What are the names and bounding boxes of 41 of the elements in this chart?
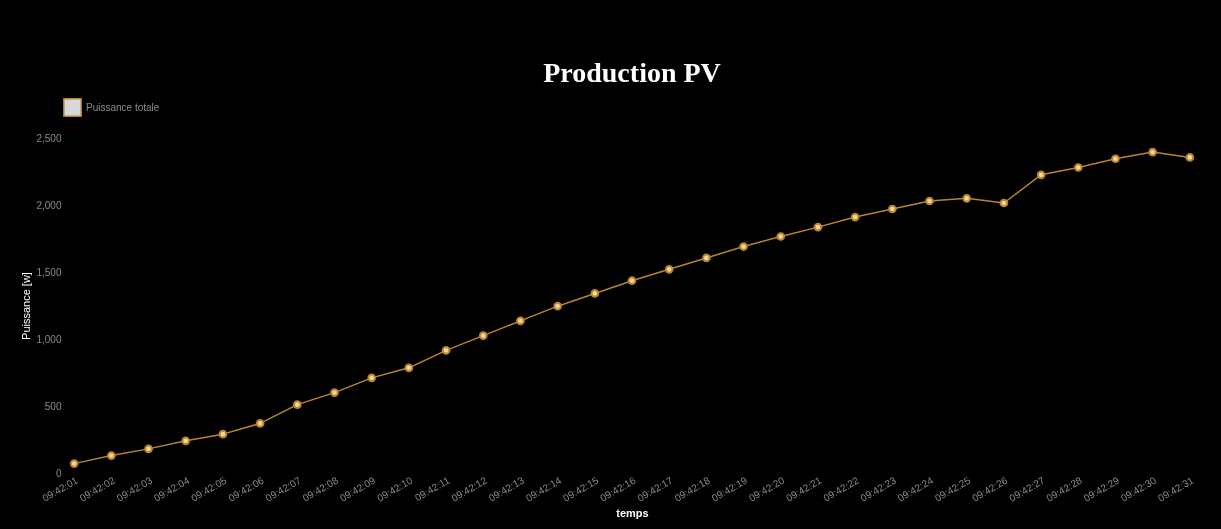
point bbox=[218, 429, 228, 439]
point bbox=[106, 451, 116, 460]
y-tick-label: 2,500 bbox=[36, 132, 62, 144]
point bbox=[1185, 153, 1195, 162]
y-tick-label: 2,000 bbox=[36, 199, 62, 211]
point bbox=[999, 198, 1009, 208]
point bbox=[850, 212, 860, 222]
point bbox=[813, 222, 823, 232]
point bbox=[925, 196, 934, 206]
y-tick-label: 1,500 bbox=[36, 266, 62, 278]
point bbox=[590, 289, 600, 298]
point bbox=[69, 459, 79, 468]
point bbox=[1148, 147, 1158, 157]
point bbox=[367, 373, 377, 383]
point bbox=[664, 264, 674, 274]
point bbox=[1073, 163, 1083, 172]
point bbox=[962, 193, 972, 203]
chart-title: Production PV bbox=[543, 57, 721, 88]
y-tick-label: 0 bbox=[55, 467, 62, 479]
point bbox=[887, 204, 897, 214]
point bbox=[330, 388, 339, 397]
point bbox=[181, 436, 191, 446]
point bbox=[553, 301, 562, 311]
x-axis-title: temps bbox=[616, 506, 649, 519]
point bbox=[516, 316, 525, 326]
point bbox=[776, 232, 786, 241]
point bbox=[739, 242, 748, 251]
y-axis-title: Puissance [w] bbox=[20, 272, 33, 340]
point bbox=[404, 363, 414, 373]
y-tick-label: 500 bbox=[44, 400, 62, 412]
point bbox=[627, 276, 637, 286]
point bbox=[292, 400, 302, 410]
point bbox=[1111, 154, 1120, 164]
legend-label: Puissance totale bbox=[86, 101, 160, 113]
point bbox=[1036, 170, 1046, 180]
y-tick-label: 1,000 bbox=[36, 333, 62, 345]
point bbox=[478, 331, 488, 340]
point bbox=[144, 444, 153, 454]
point bbox=[702, 253, 711, 263]
point bbox=[255, 419, 265, 428]
point bbox=[441, 346, 451, 355]
